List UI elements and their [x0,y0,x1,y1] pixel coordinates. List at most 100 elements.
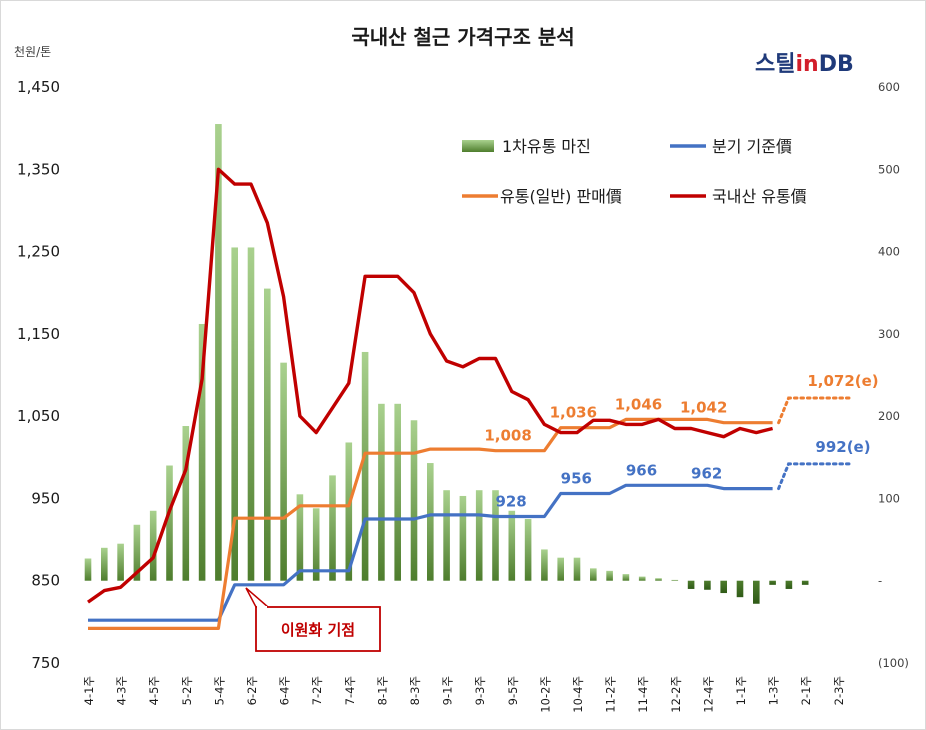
legend-swatch-margin [462,140,494,152]
x-tick-label: 12-2주 [669,676,683,713]
legend-label-domestic-price: 국내산 유통價 [712,187,807,206]
y2-tick-label: 100 [878,491,900,505]
annotation-text: 이원화 기점 [281,621,355,639]
x-tick-label: 2-1주 [799,676,813,705]
x-tick-label: 9-1주 [441,676,455,705]
base-price-data-label: 956 [561,469,592,487]
base-price-data-label: 966 [626,461,657,479]
margin-bar [394,403,401,581]
x-tick-label: 12-4주 [701,676,715,713]
margin-bar [312,508,320,581]
margin-bar [459,495,467,581]
domestic-price-line [87,167,774,604]
margin-bar [410,420,418,581]
base-price-line [88,483,773,622]
y2-tick-label: - [878,574,882,588]
x-tick-label: 11-4주 [636,676,650,713]
x-tick-label: 6-4주 [278,676,292,705]
x-tick-label: 10-4주 [571,676,585,713]
margin-bar [182,426,190,581]
margin-bar [443,490,450,581]
x-tick-label: 5-4주 [212,676,226,705]
logo-part-b: in [795,52,818,77]
y-tick-label: 1,350 [17,160,60,178]
margin-bar [345,442,353,581]
margin-bar [704,580,711,590]
y2-tick-label: (100) [878,656,909,670]
margin-bar [101,547,108,581]
x-tick-label: 1-1주 [734,676,748,705]
margin-bar [215,124,222,581]
margin-bar [801,580,809,585]
margin-bar [508,510,516,581]
margin-bar [524,519,532,581]
price-lines [87,167,774,631]
x-tick-label: 7-4주 [343,676,357,705]
margin-bar [231,247,238,581]
dist-price-data-label: 1,036 [550,404,597,422]
margin-bar [492,490,499,581]
margin-bar [622,574,630,581]
x-tick-label: 4-1주 [82,676,96,705]
x-tick-label: 6-2주 [245,676,259,705]
y-axis-left: 750 850 950 1,050 1,150 1,250 1,350 1,450 [17,78,60,672]
x-tick-label: 5-2주 [180,676,194,705]
y-tick-label: 1,250 [17,243,60,261]
base-price-forecast [777,462,854,491]
y-axis-right: (100) - 100 200 300 400 500 600 [878,80,909,670]
legend: 1차유통 마진 분기 기준價 유통(일반) 판매價 국내산 유통價 [462,137,807,206]
margin-bar [687,580,695,589]
base-price-data-label: 962 [691,465,722,483]
dist-price-data-label: 1,046 [615,395,662,413]
y-tick-label: 1,450 [17,78,60,96]
x-tick-label: 2-3주 [832,676,846,705]
annotation-callout: 이원화 기점 [245,587,381,652]
y2-tick-label: 400 [878,245,900,259]
x-tick-label: 10-2주 [538,676,552,713]
x-axis: 4-1주 4-3주 4-5주 5-2주 5-4주 6-2주 6-4주 7-2주 7-4주 8-1주… [82,676,846,713]
data-labels: 1,008 1,036 1,046 1,042 928 956 966 962 [484,395,727,510]
margin-bar [264,288,271,581]
dist-price-forecast-label: 1,072(e) [807,372,878,390]
dist-price-forecast [777,396,854,425]
dist-price-data-label: 1,008 [484,427,531,445]
y-axis-unit: 천원/톤 [14,44,51,59]
legend-label-base-price: 분기 기준價 [712,137,792,156]
x-tick-label: 7-2주 [310,676,324,705]
base-price-forecast-label: 992(e) [815,438,870,456]
margin-bar [475,490,483,581]
margin-bar [590,568,597,581]
chart-title: 국내산 철근 가격구조 분석 [351,25,574,49]
margin-bar [655,578,662,581]
legend-label-margin: 1차유통 마진 [502,137,591,156]
x-tick-label: 9-3주 [473,676,487,705]
margin-bar [573,557,581,581]
margin-bar [329,475,336,581]
margin-bar [84,558,92,581]
x-tick-label: 8-1주 [375,676,389,705]
margin-bar [541,549,548,581]
x-tick-label: 4-5주 [147,676,161,705]
margin-bar [606,570,613,581]
margin-bar [753,580,760,604]
x-tick-label: 11-2주 [604,676,618,713]
y2-tick-label: 300 [878,327,900,341]
margin-bar [149,510,157,581]
y2-tick-label: 200 [878,409,900,423]
dist-price-data-label: 1,042 [680,399,727,417]
margin-bar [280,362,287,581]
x-tick-label: 8-3주 [408,676,422,705]
margin-bar [117,543,124,581]
x-tick-label: 4-3주 [115,676,129,705]
margin-bar [247,247,255,581]
margin-bar [785,580,793,589]
margin-bar [361,351,369,581]
margin-bar [671,579,679,581]
logo: 스틸inDB [755,52,854,77]
forecast-lines: 1,072(e) 992(e) [777,372,879,491]
margin-bar [769,580,776,585]
margin-bar [296,494,304,581]
margin-bar [638,576,646,581]
legend-label-dist-price: 유통(일반) 판매價 [500,187,622,206]
y2-tick-label: 600 [878,80,900,94]
